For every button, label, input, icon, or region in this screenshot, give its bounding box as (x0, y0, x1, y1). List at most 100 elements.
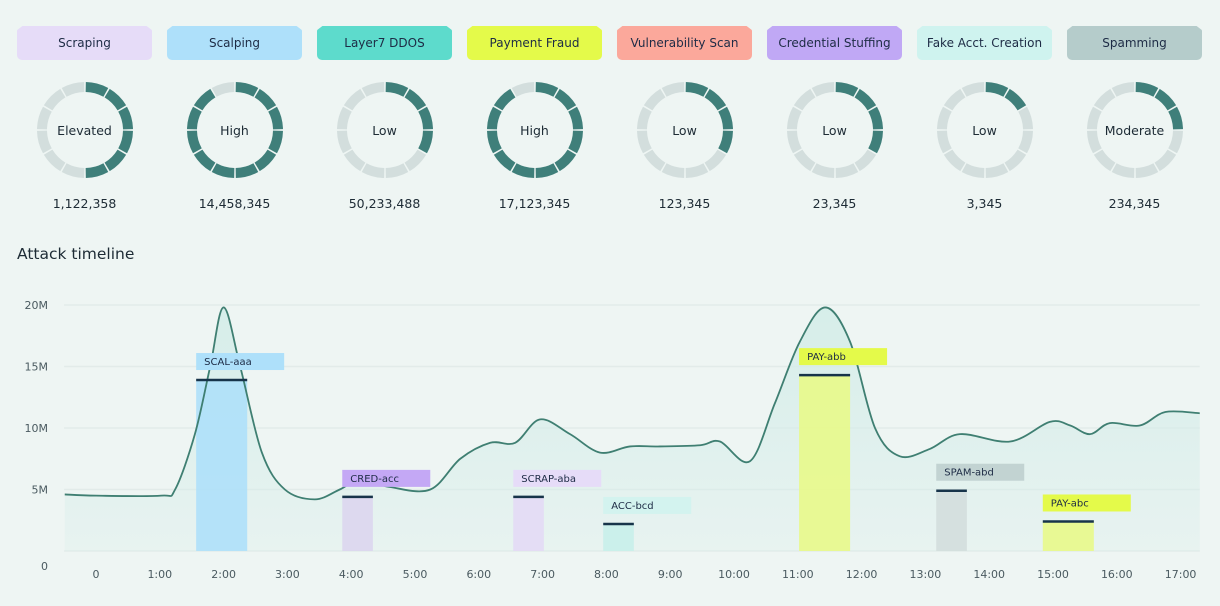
donut-segment (853, 149, 876, 172)
incident-bar[interactable] (513, 496, 544, 551)
donut-segment (853, 88, 876, 111)
x-tick-label: 6:00 (466, 568, 491, 581)
donut-segment (403, 149, 426, 172)
donut-segment (103, 149, 126, 172)
donut-segment (811, 82, 835, 97)
donut-segment (534, 82, 558, 97)
donut-segment (961, 163, 985, 178)
x-tick-label: 17:00 (1165, 568, 1197, 581)
donut-segment (336, 106, 352, 130)
donut-segment (1111, 82, 1135, 97)
incident-label-box[interactable] (799, 348, 888, 366)
donut-segment (936, 106, 952, 130)
incident-label: PAY-abb (807, 352, 846, 363)
incident-label-box[interactable] (603, 496, 692, 514)
incident-bar[interactable] (799, 375, 851, 551)
donut-segment (793, 88, 816, 111)
donut-segment (336, 130, 352, 154)
incident-bar[interactable] (1042, 521, 1094, 551)
threat-level-label: Low (822, 122, 847, 138)
donut-segment (643, 149, 666, 172)
category-badge[interactable]: Credential Stuffing (767, 26, 902, 60)
incident-label-box[interactable] (1042, 494, 1131, 512)
y-tick-label: 10M (25, 422, 49, 435)
incident-label-box[interactable] (936, 463, 1025, 481)
donut-segment (343, 149, 366, 172)
donut-segment (511, 82, 535, 97)
category-card[interactable]: Spamming Moderate 234,345 (1067, 26, 1202, 211)
donut-segment (186, 106, 202, 130)
category-badge[interactable]: Vulnerability Scan (617, 26, 752, 60)
category-badge[interactable]: Payment Fraud (467, 26, 602, 60)
donut-segment (511, 163, 535, 178)
donut-segment (117, 130, 133, 154)
x-tick-label: 12:00 (846, 568, 878, 581)
donut-segment (43, 149, 66, 172)
incident-bar[interactable] (342, 496, 373, 551)
donut-segment (834, 163, 858, 178)
category-badge[interactable]: Layer7 DDOS (317, 26, 452, 60)
donut-segment (961, 82, 985, 97)
incident-bar[interactable] (603, 523, 634, 551)
category-card[interactable]: Payment Fraud High 17,123,345 (467, 26, 602, 211)
threat-level-label: Elevated (57, 122, 112, 138)
threat-level-label: Low (372, 122, 397, 138)
donut-segment (643, 88, 666, 111)
category-card[interactable]: Credential Stuffing Low 23,345 (767, 26, 902, 211)
donut-segment (684, 82, 708, 97)
y-tick-label: 5M (32, 484, 49, 497)
donut-segment (867, 130, 883, 154)
donut-segment (61, 163, 85, 178)
incident-bar[interactable] (936, 490, 967, 551)
x-tick-label: 0 (93, 568, 100, 581)
donut-segment (384, 82, 408, 97)
incident-label: ACC-bcd (611, 501, 653, 512)
incident-bar[interactable] (196, 380, 248, 551)
category-card[interactable]: Scraping Elevated 1,122,358 (17, 26, 152, 211)
y-tick-label: 0 (41, 560, 48, 573)
donut-segment (1003, 88, 1026, 111)
category-badge[interactable]: Fake Acct. Creation (917, 26, 1052, 60)
donut-segment (234, 82, 258, 97)
x-tick-label: 2:00 (211, 568, 236, 581)
category-badge[interactable]: Scalping (167, 26, 302, 60)
y-tick-label: 15M (25, 361, 49, 374)
section-title: Attack timeline (17, 245, 135, 263)
incident-label-box[interactable] (196, 353, 285, 371)
threat-level-label: Low (972, 122, 997, 138)
category-badge[interactable]: Spamming (1067, 26, 1202, 60)
category-badge[interactable]: Scraping (17, 26, 152, 60)
incident-label-box[interactable] (513, 469, 602, 487)
donut-segment (43, 88, 66, 111)
donut-segment (36, 130, 52, 154)
donut-segment (253, 88, 276, 111)
donut-segment (786, 106, 802, 130)
incident-label-box[interactable] (342, 469, 431, 487)
threat-level-donut: High (485, 80, 585, 180)
donut-segment (636, 106, 652, 130)
category-card[interactable]: Scalping High 14,458,345 (167, 26, 302, 211)
category-card[interactable]: Layer7 DDOS Low 50,233,488 (317, 26, 452, 211)
attack-timeline-chart: 0 5M 10M 15M 20M 0 1:00 2:00 3:00 4:00 5:00 6:00 7:0… (25, 299, 1200, 581)
donut-segment (193, 88, 216, 111)
area-fill (64, 307, 1200, 551)
donut-segment (211, 82, 235, 97)
donut-segment (1017, 130, 1033, 154)
category-card[interactable]: Fake Acct. Creation Low 3,345 (917, 26, 1052, 211)
donut-segment (193, 149, 216, 172)
x-tick-label: 3:00 (275, 568, 300, 581)
attack-count: 14,458,345 (198, 196, 271, 211)
threat-level-label: High (220, 122, 249, 138)
x-tick-label: 9:00 (658, 568, 683, 581)
donut-segment (403, 88, 426, 111)
x-tick-label: 7:00 (530, 568, 555, 581)
incident-label: SPAM-abd (944, 468, 994, 479)
donut-segment (361, 163, 385, 178)
donut-segment (84, 163, 108, 178)
donut-segment (867, 106, 883, 130)
donut-segment (36, 106, 52, 130)
donut-segment (553, 88, 576, 111)
x-tick-label: 16:00 (1101, 568, 1133, 581)
category-card[interactable]: Vulnerability Scan Low 123,345 (617, 26, 752, 211)
donut-segment (1086, 130, 1102, 154)
